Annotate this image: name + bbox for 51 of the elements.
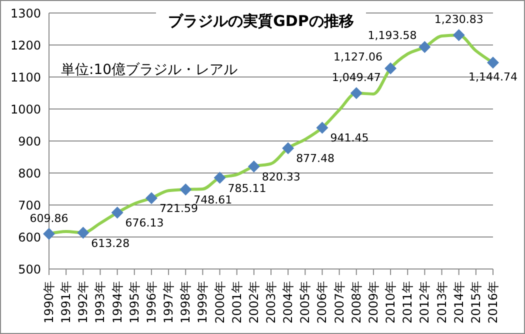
y-tick-label: 1000 [10,102,41,116]
x-tick-label: 2000年 [212,281,227,324]
x-tick-label: 2011年 [400,281,415,324]
y-tick-label: 800 [18,166,41,180]
x-tick-label: 1996年 [144,281,158,324]
y-tick-label: 700 [18,198,41,212]
x-tick-label: 1999年 [196,281,210,324]
x-tick-label: 2010年 [384,281,398,324]
x-tick-label: 2005年 [298,281,312,324]
y-tick-label: 1200 [10,38,41,52]
data-label: 820.33 [262,170,300,184]
x-tick-label: 2001年 [230,281,244,324]
x-tick-label: 1990年 [42,281,56,324]
chart-title: ブラジルの実質GDPの推移 [156,10,366,32]
y-tick-label: 1300 [10,6,41,20]
data-label: 877.48 [296,152,335,166]
x-tick-label: 1997年 [162,281,176,324]
x-tick-label: 1992年 [76,281,90,324]
data-label: 1,127.06 [334,50,383,64]
x-tick-label: 2013年 [434,281,449,324]
x-tick-label: 1994年 [110,281,124,324]
x-tick-label: 2006年 [315,281,330,324]
y-tick-label: 500 [18,262,41,276]
data-label: 1,049.47 [332,71,381,84]
x-tick-label: 1993年 [93,281,108,324]
y-tick-label: 900 [18,134,41,148]
data-label: 1,144.74 [468,70,518,84]
x-tick-label: 2016年 [486,281,500,324]
y-tick-label: 1100 [10,70,41,84]
x-tick-label: 2009年 [366,281,380,324]
data-label: 1,193.58 [368,29,417,42]
annotation: 単位:10億ブラジル・レアル [61,61,238,79]
data-label: 941.45 [330,132,369,145]
data-label: 609.86 [30,212,68,225]
data-label: 785.11 [228,182,266,195]
x-tick-label: 2002年 [246,281,261,324]
x-tick-label: 2014年 [452,281,466,324]
y-tick-label: 600 [18,230,41,244]
x-tick-label: 2012年 [418,281,432,324]
x-tick-label: 1991年 [59,281,74,324]
x-tick-label: 2004年 [281,281,296,324]
x-tick-label: 1998年 [178,281,193,324]
data-label: 721.59 [159,202,198,216]
data-label: 613.28 [91,236,130,250]
x-tick-label: 1995年 [127,281,142,324]
x-tick-label: 2008年 [349,281,364,324]
data-label: 1,230.83 [434,13,484,26]
x-tick-label: 2015年 [468,281,483,324]
x-tick-label: 2007年 [332,281,346,324]
x-tick-label: 2003年 [264,281,278,324]
data-label: 676.13 [125,216,164,230]
